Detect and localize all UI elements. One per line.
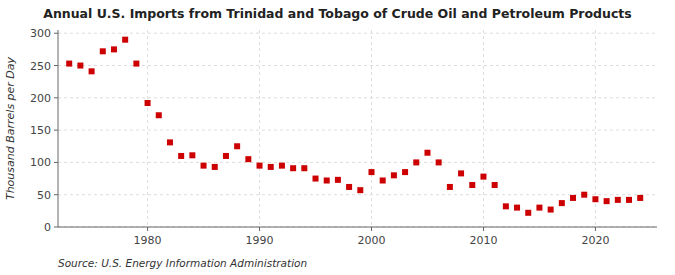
tick-mark <box>54 97 58 98</box>
tick-mark <box>54 130 58 131</box>
point <box>458 170 464 176</box>
point <box>469 182 475 188</box>
point <box>301 165 307 171</box>
title: Annual U.S. Imports from Trinidad and To… <box>43 6 632 21</box>
y-axis-line <box>58 30 59 227</box>
point <box>66 61 72 67</box>
point <box>178 153 184 159</box>
point <box>581 192 587 198</box>
tick-mark <box>54 65 58 66</box>
point <box>380 177 386 183</box>
x-axis-line <box>58 227 657 228</box>
grid-line <box>58 65 657 66</box>
point <box>525 210 531 216</box>
annotation: Source: U.S. Energy Information Administ… <box>58 257 307 269</box>
grid-line <box>58 130 657 131</box>
point <box>447 184 453 190</box>
point <box>570 195 576 201</box>
tick-mark <box>54 194 58 195</box>
point <box>503 203 509 209</box>
point <box>279 163 285 169</box>
point <box>245 156 251 162</box>
grid-line <box>259 30 260 227</box>
point <box>604 198 610 204</box>
point <box>615 197 621 203</box>
point <box>122 37 128 43</box>
point <box>201 163 207 169</box>
tick-mark <box>483 227 484 231</box>
point <box>212 164 218 170</box>
axes: 0 50 100 150 200 250 300 1980 1990 2000 2010 2020 <box>30 27 657 247</box>
point <box>167 139 173 145</box>
point <box>313 176 319 182</box>
y-axis-label: Thousand Barrels per Day <box>4 56 17 200</box>
point <box>368 169 374 175</box>
tick-mark <box>147 227 148 231</box>
point <box>111 46 117 52</box>
point <box>145 100 151 106</box>
tick-label: 300 <box>30 27 51 40</box>
tick-mark <box>54 227 58 228</box>
tick-label: 1990 <box>246 234 274 247</box>
tick-mark <box>595 227 596 231</box>
tick-label: 200 <box>30 92 51 105</box>
tick-label: 2010 <box>469 234 497 247</box>
tick-label: 250 <box>30 60 51 73</box>
point <box>357 187 363 193</box>
point <box>77 63 83 69</box>
tick-label: 100 <box>30 156 51 169</box>
point <box>424 150 430 156</box>
tick-mark <box>54 162 58 163</box>
point <box>413 159 419 165</box>
point <box>637 195 643 201</box>
point <box>100 48 106 54</box>
grid <box>58 30 657 227</box>
tick-label: 50 <box>37 189 51 202</box>
tick-label: 0 <box>44 221 51 234</box>
point <box>402 169 408 175</box>
point <box>234 143 240 149</box>
point <box>548 207 554 213</box>
point <box>257 163 263 169</box>
point <box>268 164 274 170</box>
tick-mark <box>54 33 58 34</box>
tick-label: 2020 <box>581 234 609 247</box>
point <box>559 200 565 206</box>
point <box>391 172 397 178</box>
point <box>536 205 542 211</box>
point <box>335 177 341 183</box>
point <box>223 153 229 159</box>
tick-mark <box>371 227 372 231</box>
tick-mark <box>259 227 260 231</box>
point <box>492 182 498 188</box>
point <box>133 61 139 67</box>
point <box>592 196 598 202</box>
point <box>156 112 162 118</box>
grid-line <box>58 227 657 228</box>
point <box>89 68 95 74</box>
grid-line <box>483 30 484 227</box>
point <box>514 205 520 211</box>
tick-label: 1980 <box>134 234 162 247</box>
point <box>324 177 330 183</box>
point <box>436 159 442 165</box>
points <box>66 37 643 216</box>
point <box>480 174 486 180</box>
point <box>189 152 195 158</box>
point <box>626 197 632 203</box>
point <box>346 184 352 190</box>
chart: 0 50 100 150 200 250 300 1980 1990 2000 2010 2020 An… <box>0 0 675 275</box>
grid-line <box>147 30 148 227</box>
tick-label: 2000 <box>357 234 385 247</box>
point <box>290 165 296 171</box>
tick-label: 150 <box>30 124 51 137</box>
grid-line <box>371 30 372 227</box>
